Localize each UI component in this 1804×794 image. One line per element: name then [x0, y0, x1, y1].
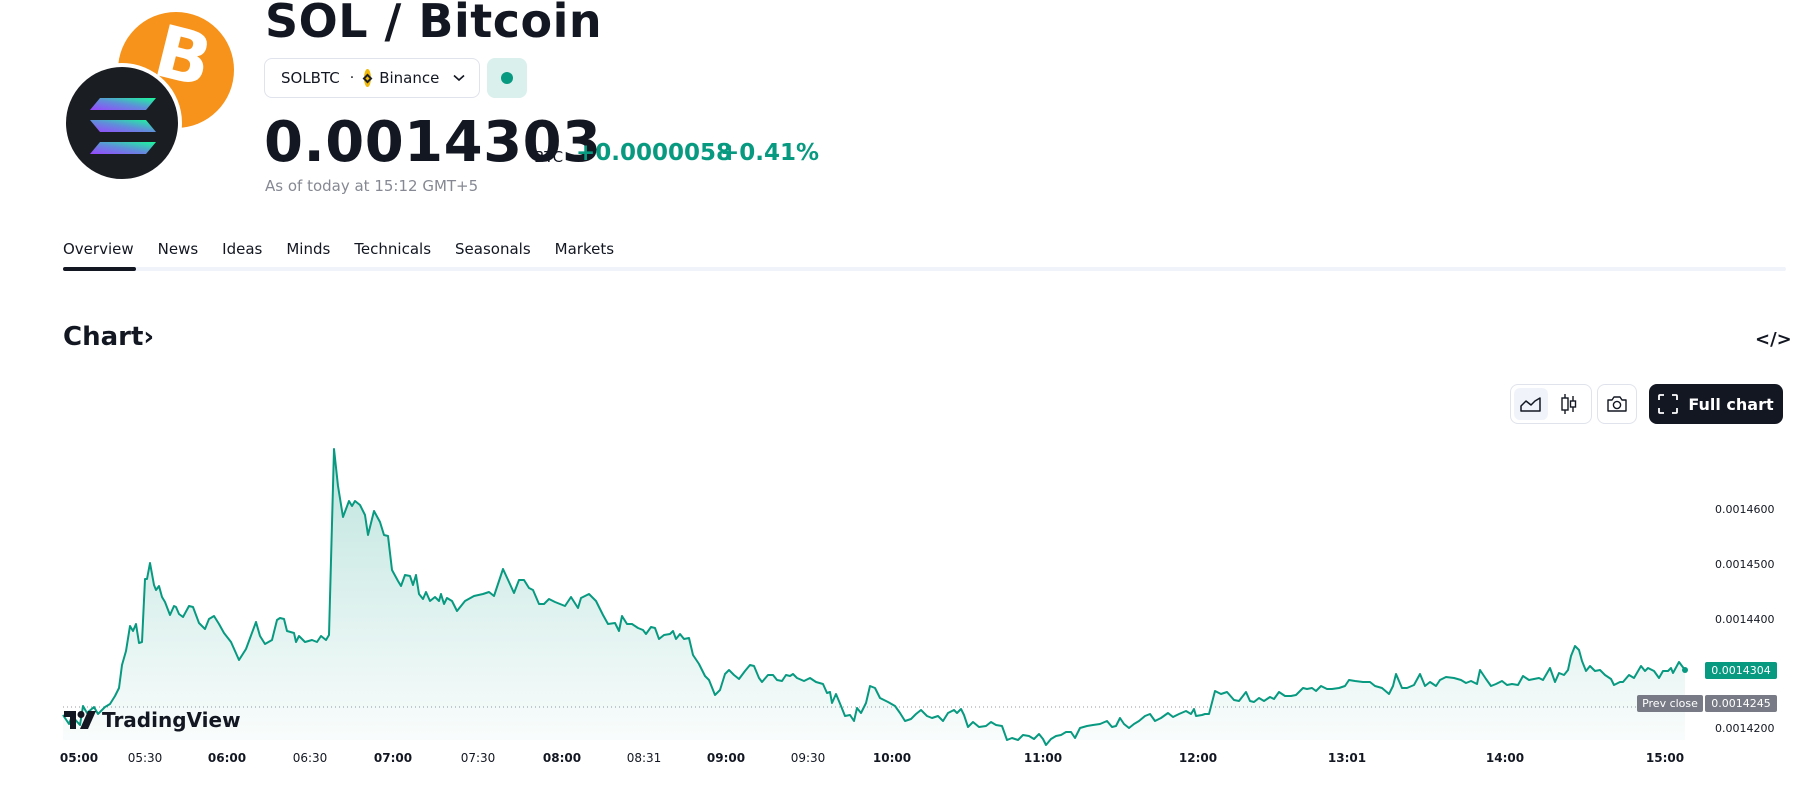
x-axis-label: 12:00	[1178, 751, 1218, 765]
section-tabs: Overview News Ideas Minds Technicals Sea…	[63, 240, 638, 270]
exchange-name: Binance	[379, 69, 440, 87]
chevron-right-icon: ›	[143, 322, 155, 352]
tab-minds[interactable]: Minds	[286, 240, 331, 258]
x-axis-label: 06:00	[207, 751, 247, 765]
tab-technicals[interactable]: Technicals	[354, 240, 432, 258]
x-axis-label: 08:31	[626, 751, 662, 765]
area-chart-button[interactable]	[1514, 388, 1548, 420]
tab-markets[interactable]: Markets	[554, 240, 615, 258]
tradingview-logo[interactable]: TradingView	[64, 708, 241, 732]
tab-ideas[interactable]: Ideas	[222, 240, 263, 258]
active-tab-indicator	[63, 267, 136, 271]
x-axis-label: 11:00	[1023, 751, 1063, 765]
page-title: SOL / Bitcoin	[265, 0, 603, 48]
price-currency: BTC	[534, 148, 564, 166]
y-axis-label: 0.0014400	[1715, 613, 1775, 626]
chart-heading-link[interactable]: Chart›	[63, 322, 155, 352]
fullscreen-icon	[1658, 394, 1679, 414]
x-axis-label: 07:30	[460, 751, 496, 765]
price-change: +0.0000058	[576, 140, 733, 166]
binance-icon	[362, 69, 373, 87]
tradingview-logo-icon	[64, 711, 96, 729]
x-axis-label: 07:00	[373, 751, 413, 765]
x-axis-label: 05:00	[59, 751, 99, 765]
symbol-exchange-selector[interactable]: SOLBTC · Binance	[264, 58, 480, 98]
x-axis-label: 13:01	[1327, 751, 1367, 765]
camera-icon	[1607, 396, 1627, 412]
embed-code-icon[interactable]: </>	[1755, 329, 1792, 350]
y-axis-label: 0.0014600	[1715, 503, 1775, 516]
x-axis-label: 09:00	[706, 751, 746, 765]
x-axis-label: 06:30	[292, 751, 328, 765]
x-axis-label: 05:30	[127, 751, 163, 765]
x-axis-label: 10:00	[872, 751, 912, 765]
solana-logo-icon	[63, 64, 181, 182]
symbol-ticker: SOLBTC	[281, 69, 340, 87]
price-line	[62, 448, 1686, 746]
area-chart-icon	[1520, 397, 1541, 412]
last-price-dot	[1682, 667, 1688, 673]
x-axis-label: 09:30	[790, 751, 826, 765]
y-axis-label: 0.0014200	[1715, 722, 1775, 735]
as-of-timestamp: As of today at 15:12 GMT+5	[265, 177, 479, 195]
tab-news[interactable]: News	[157, 240, 199, 258]
prev-close-label: Prev close	[1637, 695, 1703, 712]
market-open-dot-icon	[501, 72, 513, 84]
market-status-indicator[interactable]	[487, 58, 527, 98]
x-axis-label: 15:00	[1645, 751, 1685, 765]
separator: ·	[349, 70, 355, 86]
price-change-percent: +0.41%	[720, 140, 820, 166]
chevron-down-icon	[453, 71, 465, 85]
y-axis-label: 0.0014500	[1715, 558, 1775, 571]
last-price: 0.0014303	[264, 110, 602, 175]
snapshot-button[interactable]	[1597, 384, 1637, 424]
tab-overview[interactable]: Overview	[63, 240, 134, 258]
chart-style-switcher	[1510, 384, 1592, 424]
candlestick-chart-button[interactable]	[1552, 388, 1586, 420]
x-axis-label: 08:00	[542, 751, 582, 765]
tab-rail	[63, 267, 1786, 271]
price-area	[63, 449, 1685, 745]
candlestick-icon	[1561, 394, 1577, 414]
last-price-tag: 0.0014304	[1705, 662, 1777, 679]
full-chart-button[interactable]: Full chart	[1649, 384, 1783, 424]
symbol-logo: B	[63, 9, 235, 184]
tab-seasonals[interactable]: Seasonals	[455, 240, 531, 258]
x-axis-label: 14:00	[1485, 751, 1525, 765]
prev-close-value: 0.0014245	[1705, 695, 1777, 712]
